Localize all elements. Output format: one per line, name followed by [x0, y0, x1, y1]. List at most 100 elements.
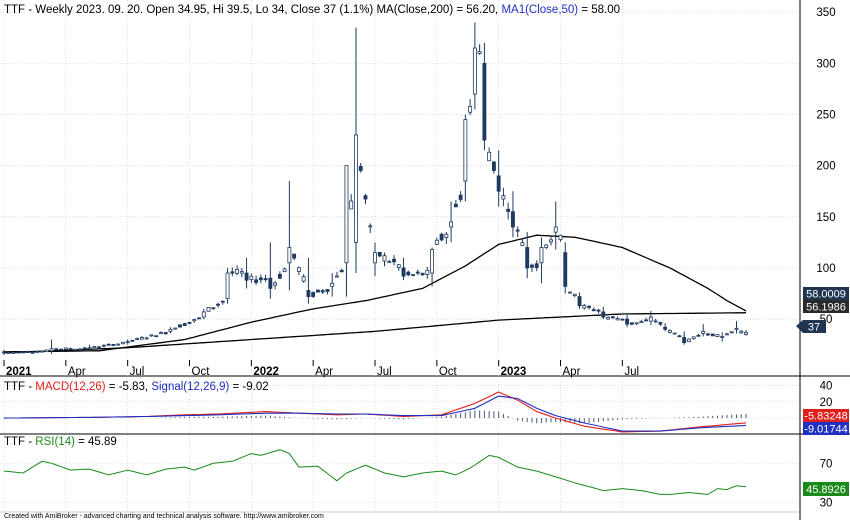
price-y-tick-label: 350	[816, 7, 835, 19]
candle-body	[453, 203, 458, 208]
candle	[97, 346, 102, 349]
candle-body	[306, 290, 311, 297]
candle-body	[444, 233, 449, 238]
candle-body	[639, 321, 644, 324]
candle-body	[258, 277, 263, 281]
candle-body	[667, 330, 672, 333]
candle	[629, 322, 634, 326]
candle-body	[339, 270, 344, 273]
price-header-ma1: MA1(Close,50)	[501, 4, 578, 16]
candle-body	[534, 263, 539, 268]
candle	[401, 257, 406, 281]
candle-body	[82, 347, 87, 350]
candle-body	[163, 332, 168, 335]
candle-body	[729, 331, 734, 334]
candle-body	[468, 105, 473, 113]
candle-body	[263, 278, 268, 280]
candle-body	[325, 289, 330, 292]
x-tick-label: Apr	[315, 366, 333, 378]
candle	[606, 316, 611, 320]
candle	[496, 150, 501, 207]
candle	[468, 99, 473, 115]
candle-body	[59, 348, 64, 351]
candle-body	[463, 119, 468, 182]
candle	[420, 272, 425, 276]
candle-body	[582, 305, 587, 309]
candle	[54, 348, 59, 351]
price-y-tick-label: 300	[816, 58, 835, 70]
candle-body	[392, 258, 396, 263]
candle-body	[354, 134, 358, 243]
candle-body	[420, 272, 425, 276]
candle-body	[178, 324, 182, 328]
candle	[368, 223, 373, 233]
candle	[211, 307, 216, 311]
candle	[135, 337, 140, 341]
candle	[216, 302, 220, 308]
candle-body	[682, 337, 687, 344]
candle	[40, 350, 44, 353]
x-tick-label: 2023	[501, 366, 527, 378]
candle	[363, 193, 368, 205]
candle-body	[477, 51, 482, 54]
candle-body	[11, 352, 16, 354]
candle	[201, 308, 206, 320]
candle	[620, 318, 625, 321]
ma200-value-bg	[803, 300, 849, 313]
candle	[311, 291, 316, 299]
signal-value-bg	[803, 422, 849, 435]
candle-body	[725, 333, 729, 336]
candle-body	[415, 271, 420, 274]
candle	[230, 267, 235, 277]
candle-body	[553, 226, 558, 233]
rsi-header-prefix: TTF -	[4, 436, 35, 448]
candle	[587, 305, 591, 310]
candle	[510, 191, 515, 238]
candle	[596, 308, 601, 314]
candle	[277, 271, 282, 279]
candle-body	[686, 338, 691, 342]
candle-body	[696, 334, 701, 337]
price-value-bg	[796, 320, 826, 333]
candle-body	[530, 264, 534, 268]
candle	[225, 267, 230, 304]
candle-body	[73, 348, 78, 351]
signal-value-text: -9.01744	[804, 424, 847, 436]
candle	[273, 280, 278, 290]
candle-body	[225, 272, 230, 300]
candle	[377, 251, 382, 258]
candle-body	[335, 275, 339, 278]
candle	[239, 267, 244, 278]
candle-body	[373, 252, 377, 264]
candle-body	[401, 267, 406, 277]
candle	[258, 274, 263, 284]
candle	[154, 335, 159, 338]
candle	[444, 231, 449, 245]
price-y-tick-label: 100	[816, 263, 835, 275]
candle	[534, 260, 539, 272]
candle	[111, 344, 116, 346]
candle	[92, 345, 97, 348]
price-header-prefix: TTF - Weekly 2023. 09. 20. Open 34.95, H…	[4, 4, 501, 16]
candle	[325, 289, 330, 295]
ma200-value-text: 56.1986	[806, 302, 846, 314]
candle-body	[301, 276, 306, 282]
macd-y-tick-label: 40	[820, 381, 833, 393]
candle-body	[482, 62, 487, 141]
candle-body	[506, 208, 511, 212]
macd-header-signal-value: = -9.02	[229, 381, 268, 393]
candle-body	[587, 305, 591, 308]
macd-value-bg	[803, 409, 849, 422]
candle-body	[515, 229, 520, 232]
candle-body	[87, 347, 92, 350]
candle	[68, 347, 73, 350]
candle	[720, 332, 725, 342]
candle-body	[173, 327, 178, 330]
rsi-value-text: 45.8926	[806, 484, 846, 496]
candle	[387, 259, 392, 264]
candle-body	[596, 309, 601, 312]
candle-body	[277, 274, 282, 279]
candle	[25, 350, 30, 354]
candle	[287, 181, 292, 291]
